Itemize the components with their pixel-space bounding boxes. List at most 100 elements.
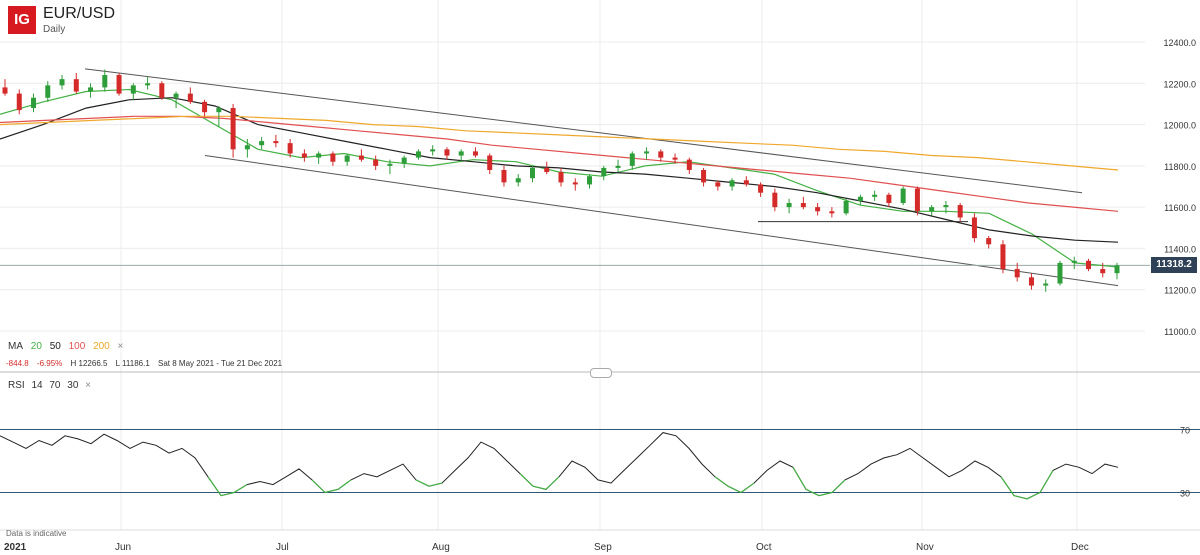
- candle-body: [558, 172, 564, 183]
- candle: [45, 81, 51, 102]
- candle: [73, 72, 79, 94]
- last-price-tag: 11318.2: [1151, 257, 1197, 273]
- ma-close-icon[interactable]: ×: [117, 341, 124, 352]
- rsi-oversold-segment: [324, 488, 339, 494]
- candle-body: [430, 149, 436, 152]
- rsi-oversold-segment: [1013, 495, 1028, 500]
- candle-body: [45, 85, 51, 98]
- rsi-oversold-segment: [207, 476, 222, 496]
- candle: [629, 151, 635, 170]
- candle: [929, 205, 935, 216]
- x-tick-label: Dec: [1071, 542, 1089, 553]
- candle: [373, 155, 379, 170]
- candle-body: [1000, 244, 1006, 270]
- panel-resize-handle[interactable]: [590, 368, 612, 378]
- ma20-label[interactable]: 20: [30, 341, 42, 352]
- candle-body: [73, 79, 79, 92]
- candle-body: [358, 155, 364, 160]
- candle: [544, 161, 550, 175]
- candle-body: [2, 87, 8, 94]
- candle: [957, 203, 963, 222]
- candle-body: [815, 207, 821, 212]
- rsi-oversold-segment: [311, 479, 326, 493]
- candle: [672, 153, 678, 164]
- candle: [857, 194, 863, 206]
- candle: [829, 207, 835, 218]
- candle-body: [116, 75, 122, 94]
- candle-body: [88, 87, 94, 92]
- channel-lower-line: [204, 155, 1119, 287]
- candle-body: [686, 159, 692, 170]
- x-tick-label: Aug: [432, 542, 450, 553]
- candle: [202, 99, 208, 117]
- rsi-upper[interactable]: 70: [49, 380, 61, 391]
- candle-body: [1028, 277, 1034, 286]
- y-tick-label: 12000.0: [1163, 121, 1196, 131]
- rsi-tick-label: 30: [1180, 489, 1190, 499]
- ma200-label[interactable]: 200: [93, 341, 110, 352]
- rsi-oversold-segment: [337, 479, 352, 490]
- candle-body: [287, 143, 293, 154]
- candle: [701, 167, 707, 187]
- candle: [800, 196, 806, 210]
- candle-body: [102, 75, 108, 88]
- candle-body: [1114, 265, 1120, 274]
- candle-body: [515, 178, 521, 183]
- candle: [501, 165, 507, 187]
- change-percent: -6.95%: [36, 359, 63, 368]
- candle: [1100, 262, 1106, 278]
- candle: [458, 149, 464, 162]
- candle-body: [843, 200, 849, 214]
- change-value: -844.8: [6, 359, 29, 368]
- candle: [159, 81, 165, 100]
- candle: [358, 149, 364, 162]
- candle-body: [216, 108, 222, 113]
- ma100-label[interactable]: 100: [68, 341, 86, 352]
- candle-body: [173, 93, 179, 98]
- candle-body: [986, 238, 992, 245]
- candle-body: [444, 149, 450, 156]
- y-tick-label: 11400.0: [1164, 244, 1196, 254]
- candle: [1057, 260, 1063, 286]
- candle: [772, 188, 778, 212]
- candle-body: [1043, 283, 1049, 286]
- candle-body: [59, 79, 65, 86]
- candle-body: [330, 153, 336, 162]
- y-tick-label: 11000.0: [1164, 327, 1196, 337]
- candle: [1028, 273, 1034, 290]
- candle-body: [1085, 260, 1091, 270]
- ma50-label[interactable]: 50: [49, 341, 61, 352]
- candle: [88, 83, 94, 98]
- x-tick-label: Nov: [916, 542, 934, 553]
- candle: [943, 200, 949, 214]
- candle-body: [301, 153, 307, 158]
- candle-body: [501, 169, 507, 183]
- candle-body: [829, 211, 835, 214]
- ma-label: MA: [8, 341, 23, 352]
- candle-body: [644, 151, 650, 154]
- rsi-lower[interactable]: 30: [67, 380, 79, 391]
- rsi-oversold-segment: [415, 479, 430, 487]
- rsi-line: [0, 432, 1119, 500]
- data-disclaimer: Data is indicative: [6, 529, 67, 538]
- candle: [515, 174, 521, 187]
- x-tick-label: Oct: [756, 542, 772, 553]
- candle: [316, 151, 322, 164]
- rsi-oversold-segment: [805, 488, 820, 497]
- candle-body: [1071, 260, 1077, 263]
- rsi-oversold-segment: [545, 476, 560, 490]
- candle-body: [1057, 262, 1063, 284]
- candle: [843, 198, 849, 216]
- candle: [387, 159, 393, 175]
- candle: [587, 174, 593, 189]
- rsi-close-icon[interactable]: ×: [85, 380, 92, 391]
- candle: [145, 77, 151, 90]
- candle: [187, 87, 193, 104]
- rsi-period[interactable]: 14: [31, 380, 43, 391]
- candle: [31, 93, 37, 113]
- candle-body: [401, 157, 407, 164]
- candle: [572, 178, 578, 191]
- candle-body: [187, 93, 193, 102]
